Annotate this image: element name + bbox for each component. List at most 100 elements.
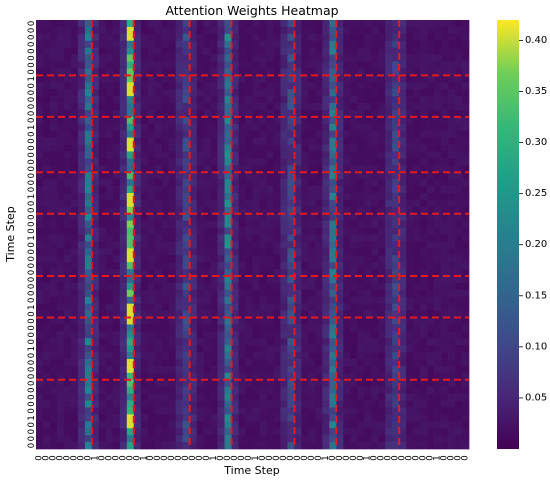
heatmap-cell — [56, 33, 65, 42]
heatmap-cell — [238, 192, 246, 201]
heatmap-cell — [350, 352, 358, 360]
heatmap-cell — [357, 324, 365, 332]
heatmap-cell — [168, 282, 177, 291]
colorbar — [497, 20, 519, 449]
heatmap-cell — [112, 54, 121, 62]
heatmap-cell — [175, 241, 184, 249]
heatmap-cell — [378, 33, 386, 42]
heatmap-cell — [294, 435, 302, 443]
heatmap-cell — [119, 103, 128, 111]
col-tick-label: 0 — [111, 455, 121, 460]
heatmap-cell — [168, 241, 177, 249]
heatmap-cell — [406, 365, 414, 374]
heatmap-cell — [154, 303, 163, 311]
heatmap-cell — [175, 213, 184, 222]
heatmap-cell — [322, 165, 330, 173]
heatmap-cell — [133, 206, 142, 215]
heatmap-cell — [259, 379, 267, 388]
heatmap-cell — [238, 303, 246, 311]
heatmap-cell — [385, 123, 393, 132]
heatmap-cell — [70, 428, 79, 436]
heatmap-cell — [343, 421, 351, 429]
heatmap-cell — [36, 123, 44, 132]
heatmap-cell — [259, 269, 267, 277]
heatmap-cell — [406, 442, 414, 450]
heatmap-cell — [287, 137, 295, 145]
heatmap-cell — [336, 54, 344, 62]
heatmap-cell — [98, 359, 107, 367]
heatmap-cell — [91, 151, 100, 159]
heatmap-cell — [364, 47, 372, 55]
heatmap-cell — [343, 262, 351, 270]
heatmap-cell — [343, 47, 351, 55]
heatmap-cell — [266, 20, 274, 28]
heatmap-cell — [231, 137, 239, 145]
heatmap-cell — [231, 407, 239, 415]
heatmap-cell — [385, 262, 393, 270]
heatmap-cell — [217, 109, 225, 118]
heatmap-cell — [462, 248, 470, 256]
heatmap-cell — [238, 158, 246, 166]
heatmap-cell — [259, 47, 267, 55]
heatmap-cell — [161, 296, 170, 305]
heatmap-cell — [455, 372, 463, 381]
heatmap-cell — [315, 234, 323, 242]
heatmap-cell — [343, 338, 351, 346]
heatmap-cell — [84, 379, 93, 388]
heatmap-cell — [203, 310, 211, 318]
heatmap-cell — [147, 33, 156, 42]
heatmap-cell — [56, 352, 65, 360]
heatmap-cell — [301, 324, 309, 332]
heatmap-cell — [119, 192, 128, 201]
heatmap-cell — [77, 414, 86, 422]
row-tick-label: 0 — [27, 208, 37, 213]
heatmap-cell — [182, 282, 190, 291]
heatmap-cell — [112, 282, 121, 291]
heatmap-cell — [147, 303, 156, 311]
heatmap-cell — [434, 116, 442, 125]
heatmap-cell — [161, 137, 170, 145]
heatmap-cell — [350, 414, 358, 422]
heatmap-cell — [91, 206, 100, 215]
heatmap-cell — [42, 220, 51, 228]
heatmap-cell — [357, 172, 365, 180]
heatmap-cell — [168, 54, 177, 62]
heatmap-cell — [287, 151, 295, 159]
heatmap-cell — [70, 324, 79, 332]
heatmap-cell — [133, 310, 142, 318]
heatmap-cell — [84, 137, 93, 145]
heatmap-cell — [105, 109, 114, 118]
heatmap-cell — [105, 103, 114, 111]
heatmap-cell — [350, 151, 358, 159]
heatmap-cell — [245, 130, 253, 138]
heatmap-cell — [280, 303, 288, 311]
heatmap-cell — [84, 199, 93, 208]
heatmap-cell — [385, 310, 393, 318]
heatmap-cell — [385, 103, 393, 111]
heatmap-cell — [357, 206, 365, 215]
heatmap-cell — [210, 109, 218, 118]
heatmap-cell — [175, 428, 184, 436]
heatmap-cell — [308, 54, 316, 62]
heatmap-cell — [98, 186, 107, 194]
heatmap-cell — [168, 407, 177, 415]
heatmap-cell — [399, 262, 407, 270]
heatmap-cell — [168, 47, 177, 55]
heatmap-cell — [378, 47, 386, 55]
heatmap-cell — [196, 40, 204, 49]
heatmap-cell — [294, 324, 302, 332]
heatmap-cell — [427, 192, 435, 201]
heatmap-cell — [63, 317, 72, 325]
heatmap-cell — [161, 33, 170, 42]
heatmap-cell — [287, 96, 295, 104]
heatmap-cell — [77, 54, 86, 62]
heatmap-cell — [378, 96, 386, 104]
heatmap-cell — [112, 192, 121, 201]
heatmap-cell — [357, 414, 365, 422]
col-tick-label: 0 — [342, 455, 352, 460]
heatmap-cell — [357, 199, 365, 208]
heatmap-cell — [196, 365, 204, 374]
heatmap-cell — [266, 75, 274, 83]
heatmap-cell — [119, 296, 128, 305]
heatmap-cell — [273, 123, 281, 132]
